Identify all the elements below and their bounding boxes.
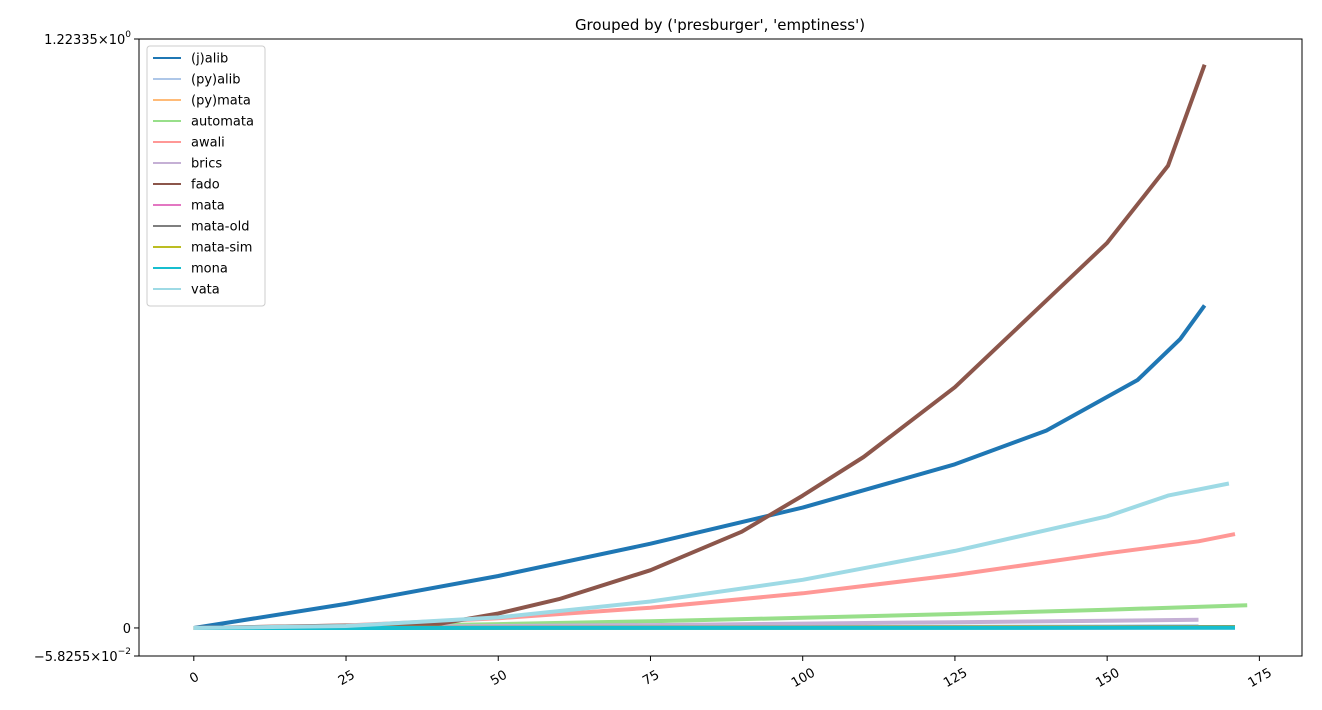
chart-title: Grouped by ('presburger', 'emptiness') <box>575 16 865 34</box>
legend-label: automata <box>191 115 254 130</box>
legend: (j)alib (py)alib (py)mata automata awali bric… <box>146 45 266 307</box>
y-tick-label: −5.8255×10−2 <box>34 647 131 665</box>
legend-label: fado <box>191 178 220 193</box>
plot-frame <box>138 38 1303 657</box>
legend-label: (py)mata <box>191 94 251 109</box>
x-tick-label: 25 <box>336 668 358 689</box>
series-line-j-alib <box>193 304 1207 630</box>
legend-label: brics <box>191 157 222 172</box>
legend-label: mona <box>191 262 228 277</box>
legend-label: vata <box>191 283 220 298</box>
legend-label: (j)alib <box>191 52 228 67</box>
series-line-vata <box>193 481 1230 630</box>
y-axis: 1.22335×100 0 −5.8255×10−2 <box>34 30 139 665</box>
legend-label: mata <box>191 199 225 214</box>
series-layer <box>193 64 1248 630</box>
legend-label: awali <box>191 136 225 151</box>
legend-box <box>146 45 266 307</box>
legend-label: (py)alib <box>191 73 241 88</box>
x-tick-label: 75 <box>640 668 662 689</box>
y-tick-label: 1.22335×100 <box>44 30 131 48</box>
legend-label: mata-old <box>191 220 249 235</box>
series-line-fado <box>193 64 1207 630</box>
y-tick-label: 0 <box>123 622 131 637</box>
x-tick-label: 50 <box>488 668 510 689</box>
legend-label: mata-sim <box>191 241 252 256</box>
